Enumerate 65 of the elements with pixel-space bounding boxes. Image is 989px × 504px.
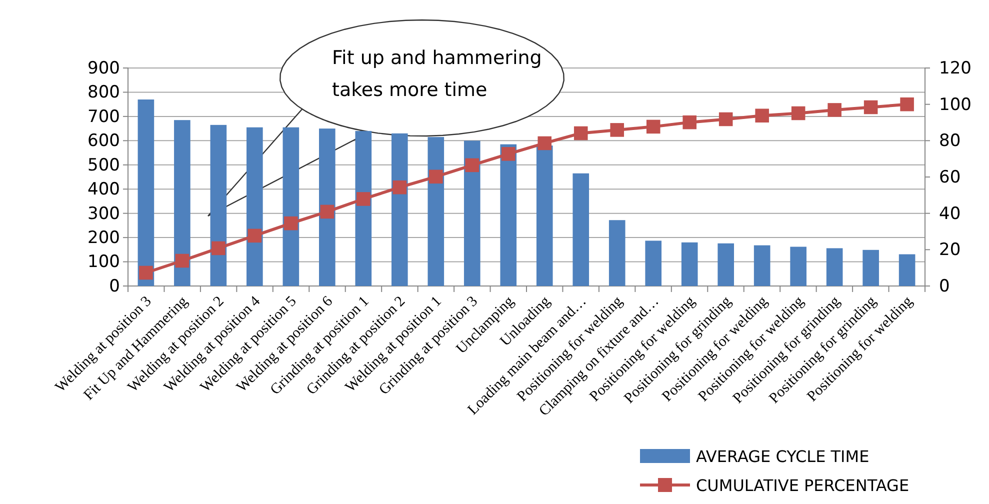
point [718,112,733,126]
bar [608,220,626,286]
point [864,100,878,114]
point [175,254,190,268]
bar [826,248,843,286]
bar [898,254,916,286]
bar [718,243,734,286]
bar [790,246,806,286]
y2-tick-label: 60 [939,167,961,188]
point [356,192,370,206]
y-tick-label: 800 [88,82,120,103]
bar [246,127,263,286]
bar [138,99,154,286]
point [828,103,842,117]
y-tick-label: 700 [88,106,120,127]
legend-label: CUMULATIVE PERCENTAGE [696,476,910,495]
bar [355,130,372,286]
speech-bubble: Fit up and hammering takes more time [207,19,564,217]
point [501,147,516,161]
y2-tick-label: 40 [939,204,961,224]
y2-tick-label: 0 [939,276,950,296]
y-tick-label: 100 [88,252,120,272]
point [574,126,588,140]
point [320,204,334,219]
y2-tick-label: 20 [939,240,961,260]
y2-tick-label: 80 [939,131,961,152]
point [284,216,298,230]
legend-label: AVERAGE CYCLE TIME [696,447,870,466]
bar [464,140,480,286]
bar [681,242,698,286]
point [465,158,480,172]
point [429,170,443,184]
point [646,120,660,134]
y-tick-label: 900 [88,58,120,78]
y-tick-label: 600 [88,131,120,152]
point [900,97,914,112]
bar [500,144,517,286]
point [139,266,153,280]
point [538,136,552,150]
y2-tick-label: 100 [939,94,972,115]
bar [572,173,590,286]
bar [754,245,770,286]
bar [210,124,227,286]
bar [536,146,553,286]
y2-tick-label: 120 [939,58,972,78]
annotation: Fit up and hammering takes more time [332,47,542,101]
point [682,115,696,130]
point [791,106,806,120]
y-tick-label: 500 [88,155,120,176]
point [755,108,769,122]
bar [282,127,300,286]
point [248,228,262,243]
y-tick-label: 0 [109,276,120,296]
y-tick-label: 300 [88,204,120,224]
bar [645,240,662,286]
bar [319,128,336,286]
y-tick-label: 200 [88,228,120,248]
point [212,241,226,256]
bar [428,137,444,286]
bar [862,250,879,286]
bar [174,120,190,286]
bar [391,133,408,286]
y-tick-label: 400 [88,180,120,200]
point [392,180,407,194]
point [610,123,624,137]
